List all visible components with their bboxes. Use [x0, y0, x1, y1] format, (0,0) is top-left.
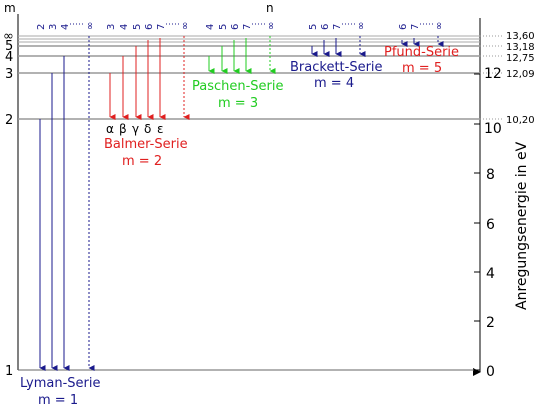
lyman-n-label-inf: ∞ — [85, 22, 96, 30]
brackett-n-label-6: 6 — [320, 24, 331, 30]
m-label-3: 3 — [5, 67, 13, 82]
brackett-series: 5 6 7 ∞ Brackett-Serie m = 4 — [290, 22, 383, 91]
lyman-series-m: m = 1 — [38, 393, 78, 408]
tick-label-12: 12 — [484, 66, 502, 82]
brackett-n-label-inf: ∞ — [356, 22, 367, 30]
m-labels: 1 2 3 4 5 ∞ — [3, 29, 14, 379]
brackett-n-label-7: 7 — [332, 24, 343, 30]
m-label-1: 1 — [5, 364, 13, 379]
pfund-n-label-6: 6 — [398, 24, 409, 30]
m-label-2: 2 — [5, 113, 13, 128]
balmer-greek-beta: β — [119, 122, 127, 136]
balmer-greek-epsilon: ε — [157, 122, 164, 136]
tick-label-6: 6 — [486, 217, 495, 233]
balmer-series-name: Balmer-Serie — [104, 137, 188, 152]
m-label-4: 4 — [5, 50, 13, 65]
paschen-n-label-6: 6 — [230, 24, 241, 30]
tick-label-8: 8 — [486, 167, 495, 183]
balmer-greek-delta: δ — [144, 122, 151, 136]
brackett-n-label-5: 5 — [308, 24, 319, 30]
pfund-series-m: m = 5 — [402, 61, 442, 76]
lyman-n-label-3: 3 — [48, 24, 59, 30]
energy-label-3: 12,09 — [506, 69, 535, 80]
tick-label-10: 10 — [484, 121, 502, 137]
top-axis-title: n — [266, 1, 274, 15]
right-axis-title: Anregungsenergie in eV — [514, 141, 530, 310]
pfund-n-label-7: 7 — [410, 24, 421, 30]
brackett-series-name: Brackett-Serie — [290, 60, 383, 75]
balmer-n-label-5: 5 — [132, 24, 143, 30]
lyman-series: 2 3 4 ∞ Lyman-Serie m = 1 — [20, 22, 101, 408]
left-axis-title: m — [4, 1, 16, 15]
balmer-series-m: m = 2 — [122, 154, 162, 169]
lyman-n-label-4: 4 — [60, 24, 71, 30]
tick-label-2: 2 — [486, 315, 495, 331]
paschen-series: 4 5 6 7 ∞ Paschen-Serie m = 3 — [192, 22, 284, 111]
balmer-n-label-6: 6 — [144, 24, 155, 30]
balmer-n-label-4: 4 — [119, 24, 130, 30]
paschen-n-label-5: 5 — [218, 24, 229, 30]
paschen-n-label-4: 4 — [205, 24, 216, 30]
energy-axis-ticks: 0 2 4 6 8 10 12 — [474, 66, 502, 380]
energy-label-4: 12,75 — [506, 53, 535, 64]
balmer-series: 3 4 5 6 7 ∞ α β γ δ ε Balmer-Serie m = 2 — [104, 22, 191, 169]
energy-label-2: 10,20 — [506, 115, 535, 126]
m-label-5: 5 — [5, 39, 13, 54]
balmer-n-label-7: 7 — [156, 24, 167, 30]
pfund-series-name: Pfund-Serie — [384, 45, 459, 60]
balmer-greek-alpha: α — [106, 122, 114, 136]
brackett-series-m: m = 4 — [314, 76, 354, 91]
balmer-greek-gamma: γ — [132, 122, 139, 136]
lyman-n-label-2: 2 — [36, 24, 47, 30]
pfund-n-label-inf: ∞ — [434, 22, 445, 30]
energy-label-inf: 13,60 — [506, 31, 535, 42]
lyman-series-name: Lyman-Serie — [20, 376, 101, 391]
balmer-n-label-3: 3 — [106, 24, 117, 30]
paschen-n-label-inf: ∞ — [266, 22, 277, 30]
pfund-series: 6 7 ∞ Pfund-Serie m = 5 — [384, 22, 459, 76]
tick-label-4: 4 — [486, 266, 495, 282]
m-label-inf: ∞ — [3, 29, 14, 44]
energy-value-labels: 13,60 13,18 12,75 12,09 10,20 — [506, 31, 535, 126]
paschen-series-name: Paschen-Serie — [192, 79, 284, 94]
balmer-n-label-inf: ∞ — [180, 22, 191, 30]
paschen-series-m: m = 3 — [218, 96, 258, 111]
energy-label-5: 13,18 — [506, 42, 535, 53]
tick-label-0: 0 — [486, 364, 495, 380]
paschen-n-label-7: 7 — [242, 24, 253, 30]
